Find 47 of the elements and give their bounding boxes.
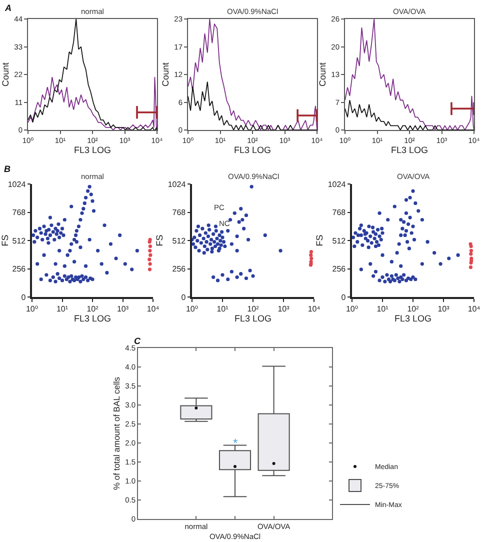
y-tick-label: 1024 <box>328 180 346 189</box>
y-tick-label: 0 <box>181 292 186 302</box>
x-tick-label: 10⁴ <box>146 304 160 314</box>
text: C <box>134 336 141 346</box>
y-tick-label: 768 <box>172 208 186 218</box>
x-tick-label: 10³ <box>278 304 290 314</box>
x-tick-label: 10³ <box>116 304 129 314</box>
x-tick-label: 10¹ <box>56 304 68 314</box>
y-axis-title: FS <box>314 234 325 246</box>
x-axis-title: FL3 LOG <box>390 145 428 155</box>
x-tick-label: 10⁰ <box>186 304 198 314</box>
x-axis-title: FL3 LOG <box>394 313 432 324</box>
y-tick-label: 1024 <box>8 180 26 189</box>
text: A <box>4 3 12 13</box>
y-axis-title: Count <box>160 62 171 87</box>
y-tick-label: 256 <box>172 264 186 274</box>
y-tick-label: 0 <box>341 292 346 302</box>
y-tick-label: 512 <box>172 236 186 246</box>
y-tick-label: 256 <box>12 264 26 274</box>
x-axis-title: FL3 LOG <box>74 145 112 155</box>
y-axis-title: Count <box>318 62 328 87</box>
x-tick-label: 10³ <box>438 304 450 314</box>
y-tick-label: 0 <box>21 292 26 302</box>
x-tick-label: 10² <box>407 304 420 314</box>
x-axis-title: FL3 LOG <box>234 145 272 155</box>
annotation: * <box>233 436 238 450</box>
x-tick-label: 10² <box>86 304 99 314</box>
x-tick-label: 10¹ <box>376 304 389 314</box>
x-tick-label: 10⁰ <box>346 304 358 314</box>
y-axis-title: FS <box>154 234 165 246</box>
y-axis-title: Count <box>0 62 11 87</box>
x-tick-label: 10⁴ <box>468 304 481 314</box>
y-tick-label: 768 <box>12 208 26 218</box>
y-tick-label: 512 <box>332 236 346 246</box>
x-axis-title: FL3 LOG <box>74 313 112 324</box>
y-axis-title: % of total amount of BAL cells <box>112 376 122 490</box>
text: B <box>4 164 11 174</box>
y-tick-label: 768 <box>332 208 346 218</box>
x-tick-label: 10² <box>247 304 260 314</box>
y-tick-label: 256 <box>332 264 346 274</box>
x-tick-label: 10⁰ <box>26 304 38 314</box>
x-axis-title: FL3 LOG <box>234 313 272 324</box>
y-tick-label: 1024 <box>168 180 186 189</box>
y-tick-label: 512 <box>12 236 26 246</box>
x-tick-label: 10⁴ <box>308 304 321 314</box>
y-axis-title: FS <box>0 234 10 246</box>
x-tick-label: 10¹ <box>216 304 229 314</box>
